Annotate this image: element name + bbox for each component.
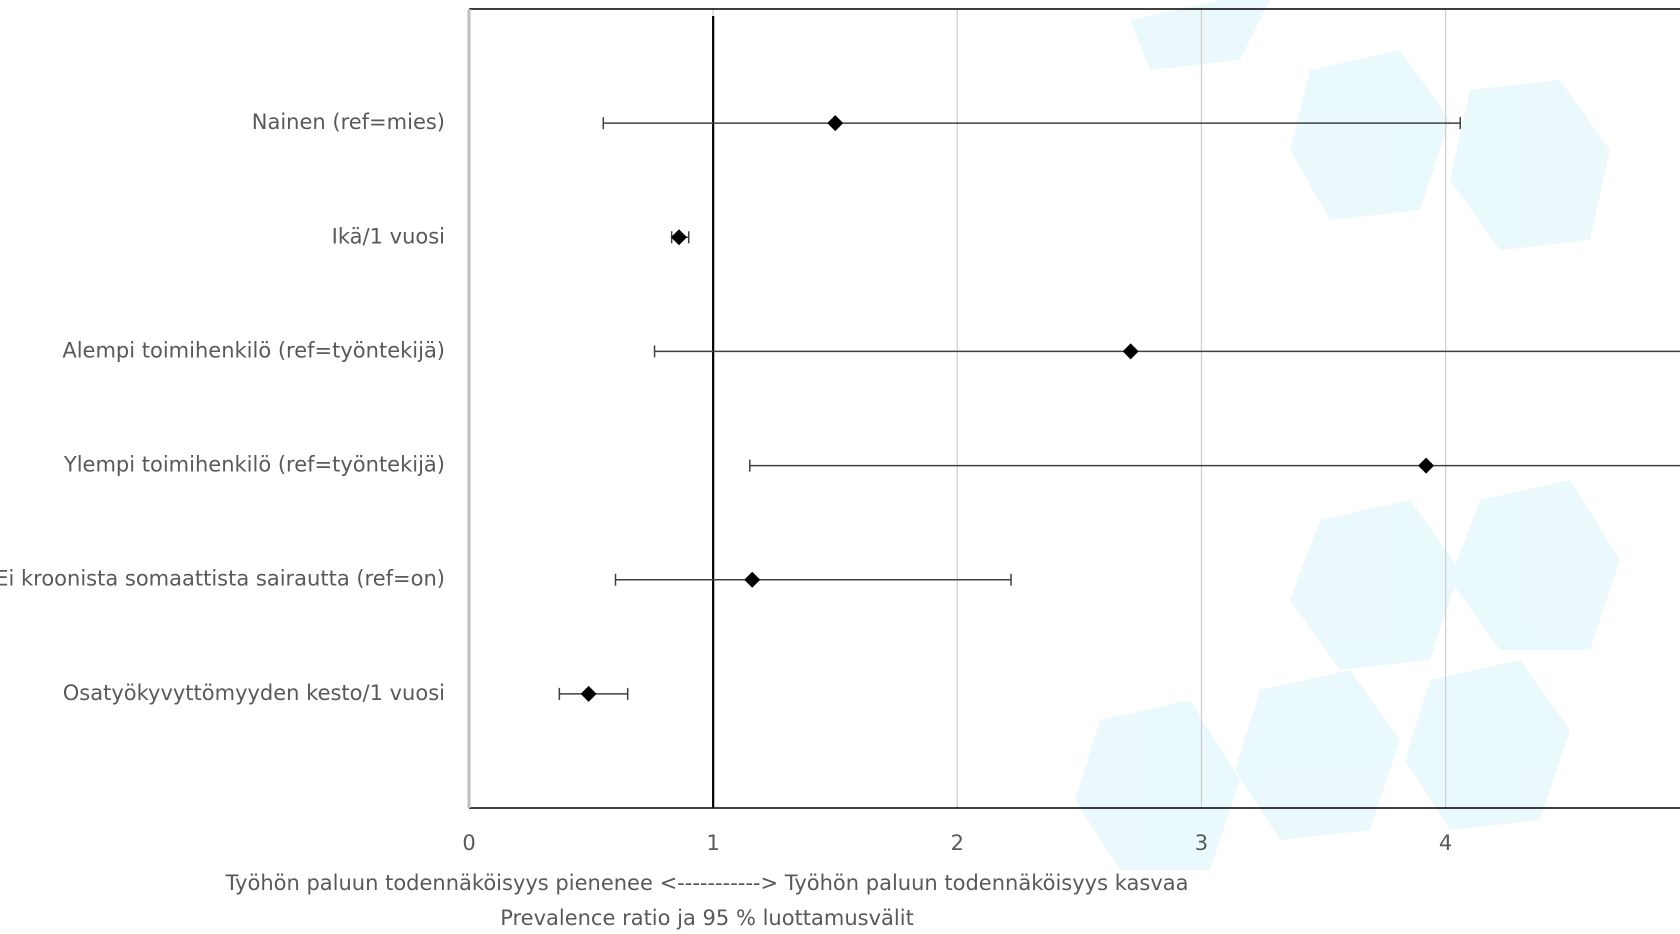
point [827,115,843,131]
point [1123,343,1139,359]
point [744,572,760,588]
page: {"chart_data": { "type": "forest", "cate… [0,0,1680,934]
background-decoration [1075,0,1620,870]
x-tick-label: 0 [462,831,475,855]
category-label: Nainen (ref=mies) [252,110,445,134]
point [581,686,597,702]
category-label: Ikä/1 vuosi [332,224,445,248]
category-label: Ylempi toimihenkilö (ref=työntekijä) [63,453,445,477]
x-tick-label: 1 [706,831,719,855]
x-tick-label: 3 [1195,831,1208,855]
chart: Työhön paluun todennäköisyys pienenee <-… [0,0,1680,934]
point [671,229,687,245]
category-label: Osatyökyvyttömyyden kesto/1 vuosi [63,681,445,705]
point [1418,458,1434,474]
x-tick-label: 2 [951,831,964,855]
category-label: Alempi toimihenkilö (ref=työntekijä) [62,338,445,362]
category-label: Ei kroonista somaattista sairautta (ref=… [0,567,445,591]
x-tick-label: 4 [1439,831,1452,855]
x-axis-label: Prevalence ratio ja 95 % luottamusvälit [500,906,914,930]
annotation: Työhön paluun todennäköisyys pienenee <-… [224,871,1188,895]
